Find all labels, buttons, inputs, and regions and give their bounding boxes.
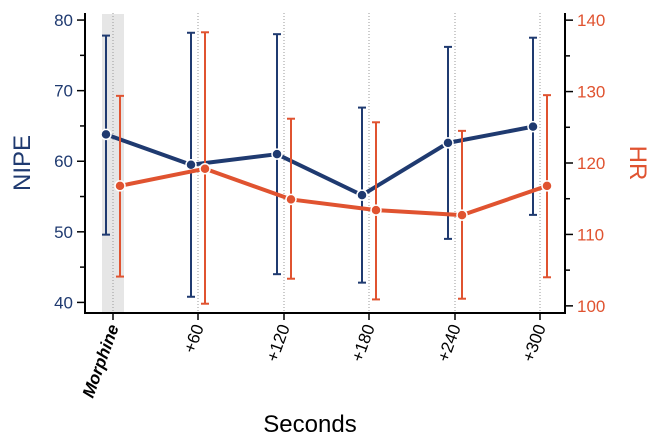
data-point-hr-2 (285, 193, 297, 206)
data-point-nipe-2 (271, 148, 283, 160)
x-axis-title: Seconds (263, 411, 356, 438)
y-right-tick-label: 110 (577, 225, 604, 244)
y-right-tick-label: 120 (577, 154, 605, 173)
y-left-tick-label: 40 (54, 293, 73, 312)
series-layer (100, 31, 553, 305)
data-point-hr-5 (541, 180, 553, 192)
data-point-nipe-4 (442, 137, 454, 149)
y-right-title: HR (624, 146, 651, 181)
y-right-tick-label: 130 (577, 83, 605, 102)
y-left-tick-label: 60 (54, 152, 73, 171)
y-left-tick-label: 70 (54, 82, 73, 101)
data-point-hr-4 (456, 209, 468, 221)
data-point-nipe-3 (356, 189, 368, 201)
data-point-hr-0 (114, 180, 126, 192)
data-point-hr-1 (199, 162, 211, 175)
labels-layer: NIPE HR Seconds (9, 135, 651, 438)
series-line-hr (119, 166, 548, 218)
data-point-hr-3 (370, 204, 382, 216)
data-point-nipe-5 (527, 120, 539, 133)
y-right-tick-label: 100 (577, 297, 605, 316)
y-left-title: NIPE (9, 135, 36, 191)
data-point-nipe-0 (100, 128, 112, 141)
data-point-nipe-1 (185, 159, 197, 171)
series-hr (114, 31, 553, 305)
y-left-tick-label: 50 (54, 223, 73, 242)
y-right-tick-label: 140 (577, 11, 605, 30)
y-left-tick-label: 80 (54, 11, 73, 30)
